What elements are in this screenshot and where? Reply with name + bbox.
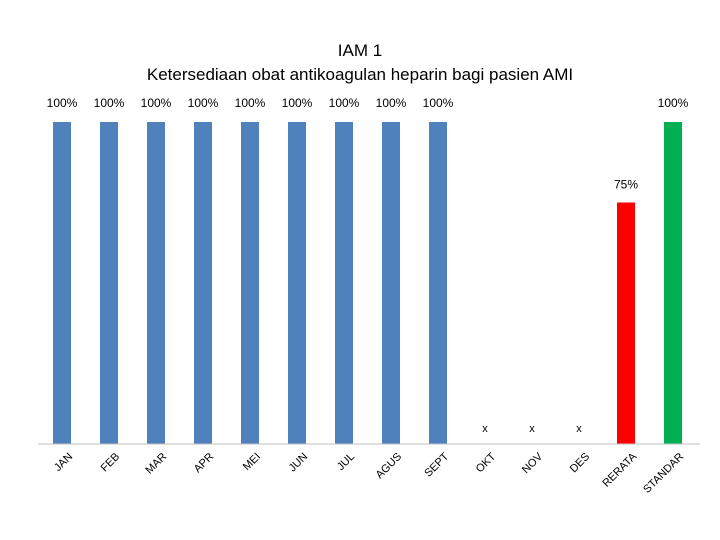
data-label-rerata: 75% [614, 178, 638, 192]
bar-standar [664, 122, 682, 444]
x-tick-okt: OKT [474, 451, 499, 476]
bar-jul [335, 122, 353, 444]
data-label-jul: 100% [329, 96, 360, 110]
x-tick-rerata: RERATA [600, 450, 639, 489]
x-tick-des: DES [568, 451, 592, 475]
bar-mei [241, 122, 259, 444]
x-tick-mei: MEI [241, 451, 263, 473]
bar-jan [53, 122, 71, 444]
x-tick-agus: AGUS [374, 451, 405, 482]
data-label-standar: 100% [658, 96, 689, 110]
x-tick-feb: FEB [99, 451, 123, 475]
x-tick-sept: SEPT [422, 451, 451, 480]
data-label-des: x [576, 423, 582, 435]
data-label-group: 100% 100% 100% 100% 100% 100% 100% 100% 100% x x x 7… [47, 96, 689, 435]
bar-group [53, 122, 682, 444]
bar-rerata [617, 202, 635, 444]
x-tick-standar: STANDAR [641, 451, 686, 496]
data-label-sept: 100% [423, 96, 454, 110]
bar-agus [382, 122, 400, 444]
bar-sept [429, 122, 447, 444]
data-label-okt: x [482, 423, 488, 435]
data-label-nov: x [529, 423, 535, 435]
data-label-jan: 100% [47, 96, 78, 110]
data-label-mei: 100% [235, 96, 266, 110]
x-tick-jun: JUN [287, 451, 311, 475]
x-tick-group: JAN FEB MAR APR MEI JUN JUL AGUS SEPT OKT NOV DES RE… [52, 450, 686, 496]
x-tick-apr: APR [192, 451, 217, 476]
bar-feb [100, 122, 118, 444]
bar-mar [147, 122, 165, 444]
x-tick-jan: JAN [52, 451, 75, 474]
data-label-feb: 100% [94, 96, 125, 110]
x-tick-nov: NOV [520, 450, 546, 476]
chart-subtitle: Ketersediaan obat antikoagulan heparin b… [147, 65, 573, 84]
data-label-agus: 100% [376, 96, 407, 110]
data-label-mar: 100% [141, 96, 172, 110]
bar-jun [288, 122, 306, 444]
data-label-jun: 100% [282, 96, 313, 110]
bar-apr [194, 122, 212, 444]
x-tick-jul: JUL [335, 451, 357, 473]
x-tick-mar: MAR [143, 451, 169, 477]
chart-title: IAM 1 [338, 41, 382, 60]
data-label-apr: 100% [188, 96, 219, 110]
